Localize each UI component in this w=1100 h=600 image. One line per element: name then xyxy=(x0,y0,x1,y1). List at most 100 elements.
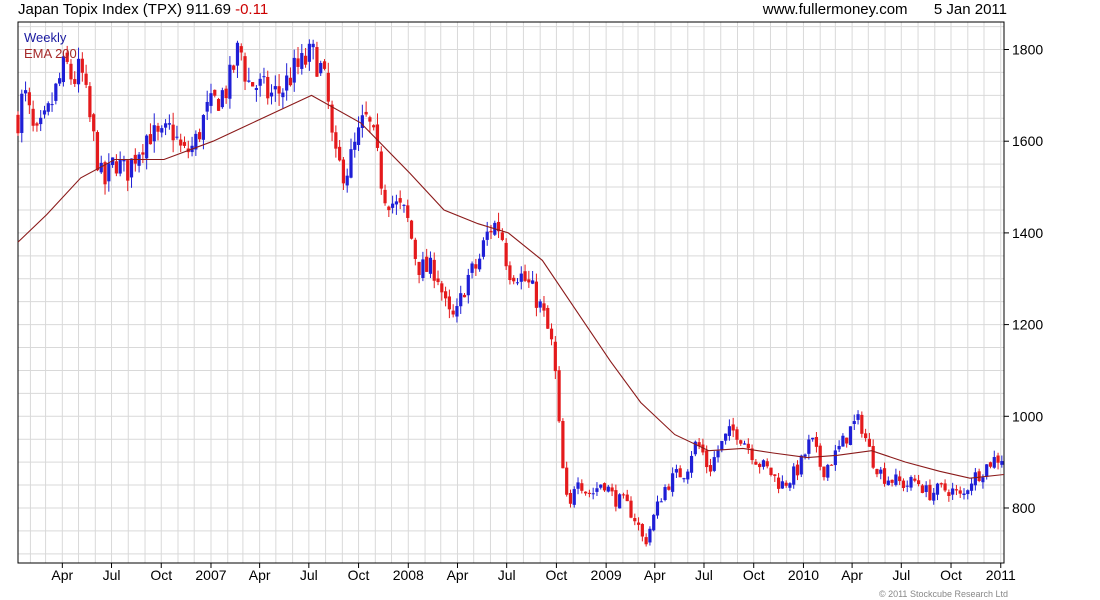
candle-body xyxy=(966,490,970,495)
candle-body xyxy=(576,482,580,489)
candle-body xyxy=(553,341,557,372)
x-tick-label: Apr xyxy=(841,567,863,583)
x-tick-label: 2009 xyxy=(591,567,622,583)
candle-body xyxy=(345,175,349,186)
candle-body xyxy=(761,460,766,467)
candle-body xyxy=(122,160,126,162)
candle-body xyxy=(251,82,255,87)
candle-body xyxy=(988,462,993,467)
chart-legend: Weekly EMA 200 xyxy=(24,30,77,62)
candle-body xyxy=(776,477,781,489)
candle-body xyxy=(682,478,686,480)
candle-body xyxy=(375,124,380,148)
candle-body xyxy=(417,261,421,276)
candle-body xyxy=(939,483,943,485)
candle-body xyxy=(973,472,977,486)
candle-body xyxy=(985,464,989,477)
candle-body xyxy=(644,537,648,545)
candle-body xyxy=(610,487,614,492)
candle-body xyxy=(213,89,217,96)
candle-body xyxy=(205,101,209,112)
candle-body xyxy=(383,189,387,204)
candle-body xyxy=(440,283,444,293)
candle-body xyxy=(307,43,311,62)
candle-body xyxy=(436,278,440,283)
candle-body xyxy=(50,104,54,106)
candle-body xyxy=(636,522,641,525)
candle-body xyxy=(500,232,504,240)
candle-body xyxy=(160,128,164,133)
candle-body xyxy=(845,437,849,444)
candle-body xyxy=(992,457,996,468)
candle-body xyxy=(360,115,364,128)
candle-body xyxy=(137,154,141,166)
x-tick-label: Jul xyxy=(695,567,713,583)
candle-body xyxy=(795,464,800,476)
candle-body xyxy=(864,433,868,439)
candle-body xyxy=(750,448,754,461)
candle-body xyxy=(455,306,459,317)
candle-body xyxy=(481,240,486,257)
source-site: www.fullermoney.com xyxy=(762,1,908,18)
x-tick-label: Oct xyxy=(743,567,765,583)
candle-body xyxy=(716,450,720,458)
candle-body xyxy=(742,443,747,445)
candle-body xyxy=(886,480,890,486)
candle-body xyxy=(39,117,43,125)
candle-body xyxy=(80,58,84,73)
candle-body xyxy=(860,414,864,434)
candle-body xyxy=(595,488,599,492)
candle-body xyxy=(387,206,391,211)
candle-body xyxy=(602,483,607,491)
candle-body xyxy=(281,92,285,98)
candle-body xyxy=(614,490,618,507)
y-tick-label: 1400 xyxy=(1012,225,1043,241)
candle-body xyxy=(368,117,372,122)
candle-body xyxy=(905,485,909,487)
x-tick-label: Apr xyxy=(644,567,666,583)
candle-body xyxy=(784,482,788,486)
chart-header-source: www.fullermoney.com 5 Jan 2011 xyxy=(763,1,1007,18)
x-tick-label: 2008 xyxy=(393,567,424,583)
candle-body xyxy=(92,114,96,132)
candle-body xyxy=(935,483,940,495)
candle-body xyxy=(353,141,357,150)
candle-body xyxy=(583,491,588,494)
candle-body xyxy=(640,524,644,537)
copyright-notice: © 2011 Stockcube Research Ltd xyxy=(878,589,1008,599)
candle-body xyxy=(182,142,187,146)
candle-body xyxy=(319,63,323,74)
candle-body xyxy=(659,501,663,503)
candle-body xyxy=(273,86,277,90)
candle-body xyxy=(951,488,955,495)
candle-body xyxy=(220,90,224,108)
candle-body xyxy=(693,441,697,455)
candle-body xyxy=(871,446,875,468)
candle-body xyxy=(879,469,883,474)
candle-body xyxy=(981,477,985,483)
candle-body xyxy=(705,450,709,468)
candle-body xyxy=(894,474,898,485)
candle-body xyxy=(837,445,841,450)
candle-body xyxy=(364,111,368,115)
symbol-title: Japan Topix Index (TPX) xyxy=(18,1,182,18)
x-tick-label: Oct xyxy=(348,567,370,583)
candle-body xyxy=(84,73,88,85)
candle-body xyxy=(803,454,807,457)
candle-body xyxy=(288,77,293,86)
candle-body xyxy=(466,274,470,296)
candle-body xyxy=(531,280,535,284)
y-tick-label: 1600 xyxy=(1012,133,1043,149)
x-tick-label: Apr xyxy=(447,567,469,583)
candle-body xyxy=(655,501,660,516)
candle-body xyxy=(432,259,436,281)
candle-body xyxy=(311,43,315,48)
candle-body xyxy=(833,450,837,466)
candle-body xyxy=(330,104,334,133)
candle-body xyxy=(269,92,274,97)
candle-body xyxy=(572,489,576,505)
candle-body xyxy=(527,279,531,283)
candle-body xyxy=(425,256,429,272)
candle-body xyxy=(765,461,769,467)
